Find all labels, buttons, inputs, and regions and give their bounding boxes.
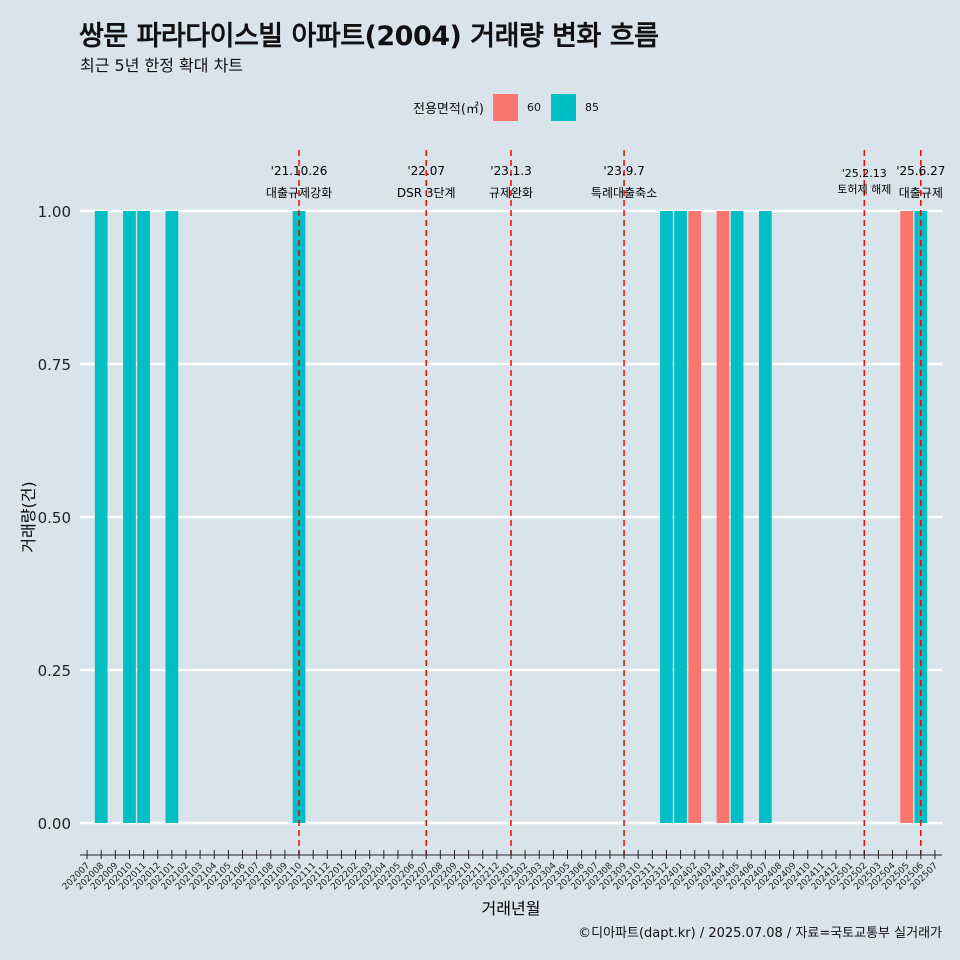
y-tick-label: 0.50: [38, 509, 71, 527]
bar-85-202011: [137, 211, 150, 823]
event-date: '23.9.7: [603, 164, 644, 178]
bar-85-202008: [94, 211, 108, 823]
legend-title: 전용면적(㎡): [413, 101, 484, 117]
bar-85-202110: [292, 211, 306, 823]
y-tick-label: 0.00: [38, 815, 71, 833]
legend: 전용면적(㎡) 60 85: [413, 93, 609, 121]
bar-60-202505: [900, 211, 914, 823]
bar-85-202407: [759, 211, 772, 823]
event-date: '22.07: [407, 164, 445, 178]
event-label: DSR 3단계: [397, 186, 456, 200]
event-date: '23.1.3: [490, 164, 531, 178]
y-tick-label: 0.25: [38, 662, 71, 680]
legend-swatch-60: [492, 93, 518, 121]
event-date: '25.6.27: [896, 164, 945, 178]
chart-subtitle: 최근 5년 한정 확대 차트: [80, 56, 244, 75]
event-date: '21.10.26: [271, 164, 328, 178]
bar-85-202101: [165, 211, 179, 823]
source-caption: ©디아파트(dapt.kr) / 2025.07.08 / 자료=국토교통부 실…: [578, 926, 942, 941]
y-axis-label: 거래량(건): [19, 481, 38, 552]
event-label: 규제완화: [489, 186, 533, 200]
bar-85-202405: [730, 211, 744, 823]
bar-60-202404: [716, 211, 730, 823]
bar-60-202402: [688, 211, 702, 823]
y-tick-label: 1.00: [38, 203, 71, 221]
bar-85-202401: [674, 211, 687, 823]
event-label: 대출규제강화: [266, 186, 332, 200]
legend-swatch-85: [550, 93, 576, 121]
bar-85-202312: [660, 211, 673, 823]
chart-title: 쌍문 파라다이스빌 아파트(2004) 거래량 변화 흐름: [79, 21, 659, 52]
y-tick-label: 0.75: [38, 356, 71, 374]
event-label: 대출규제: [899, 186, 943, 200]
bar-85-202010: [123, 211, 136, 823]
event-label: 토허제 해제: [837, 182, 891, 196]
legend-label-85: 85: [584, 100, 599, 114]
bar-85-202506: [914, 211, 928, 823]
event-date: '25.2.13: [842, 167, 887, 180]
x-axis-label: 거래년월: [482, 899, 541, 918]
legend-label-60: 60: [526, 100, 541, 114]
event-label: 특례대출축소: [591, 186, 657, 200]
